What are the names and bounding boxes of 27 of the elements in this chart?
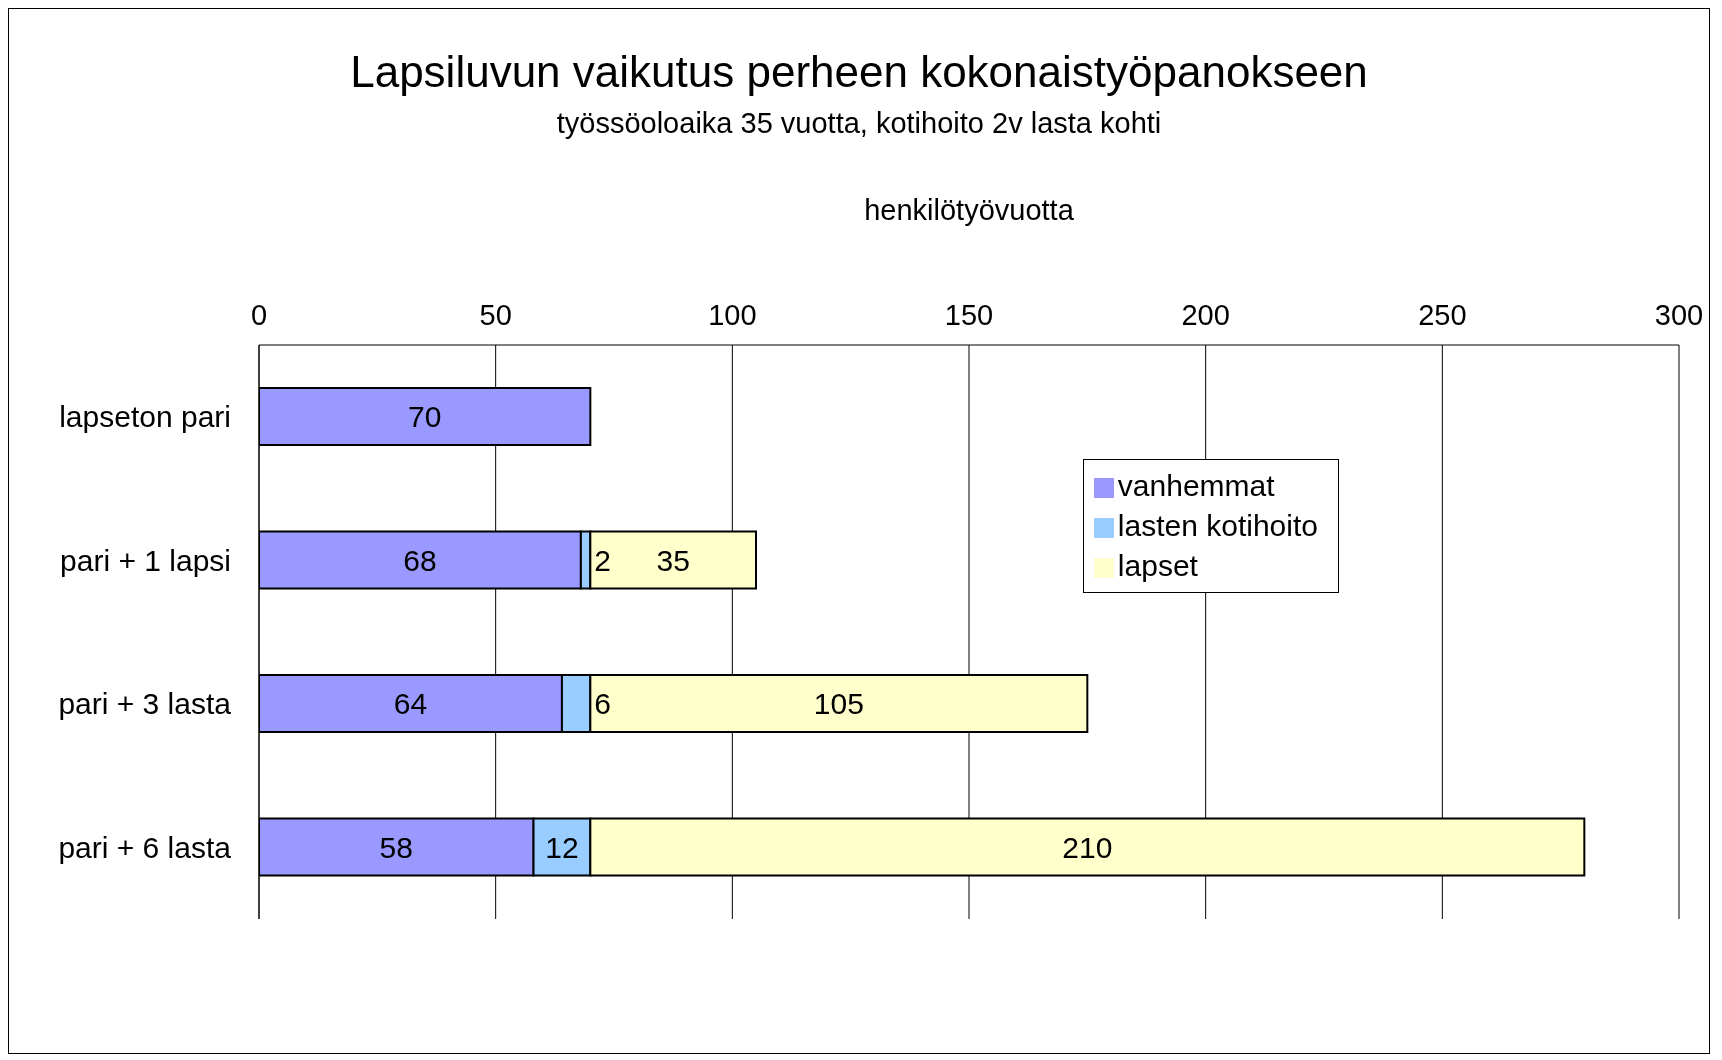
data-label: 58 — [379, 830, 413, 864]
data-label: 105 — [813, 687, 864, 721]
y-tick-label: pari + 1 lapsi — [60, 543, 231, 577]
x-tick-label: 250 — [1418, 299, 1467, 331]
legend-label: vanhemmat — [1117, 469, 1275, 502]
data-label: 68 — [403, 543, 437, 577]
data-label: 12 — [545, 830, 579, 864]
x-tick-label: 50 — [479, 299, 512, 331]
data-label: 35 — [656, 543, 690, 577]
data-label: 6 — [594, 687, 612, 721]
chart-title: Lapsiluvun vaikutus perheen kokonaistyöpanokseen — [349, 47, 1369, 97]
y-tick-label: pari + 3 lasta — [58, 687, 232, 721]
x-tick-label: 100 — [708, 299, 757, 331]
x-tick-label: 150 — [944, 299, 994, 331]
data-label: 210 — [1062, 830, 1113, 864]
y-tick-label: lapseton pari — [59, 400, 231, 434]
data-label: 70 — [407, 400, 442, 434]
chart-subtitle: työssöoloaika 35 vuotta, kotihoito 2v lasta kohti — [555, 107, 1163, 140]
y-tick-label: pari + 6 lasta — [58, 830, 232, 864]
x-tick-label: 0 — [250, 299, 268, 331]
data-label: 2 — [594, 543, 612, 577]
x-axis-title: henkilötyövuotta — [863, 194, 1075, 227]
legend-label: lapset — [1117, 549, 1198, 582]
x-tick-label: 200 — [1181, 299, 1230, 331]
x-tick-label: 300 — [1654, 299, 1704, 331]
data-label: 64 — [393, 687, 428, 721]
legend-label: lasten kotihoito — [1117, 509, 1318, 542]
